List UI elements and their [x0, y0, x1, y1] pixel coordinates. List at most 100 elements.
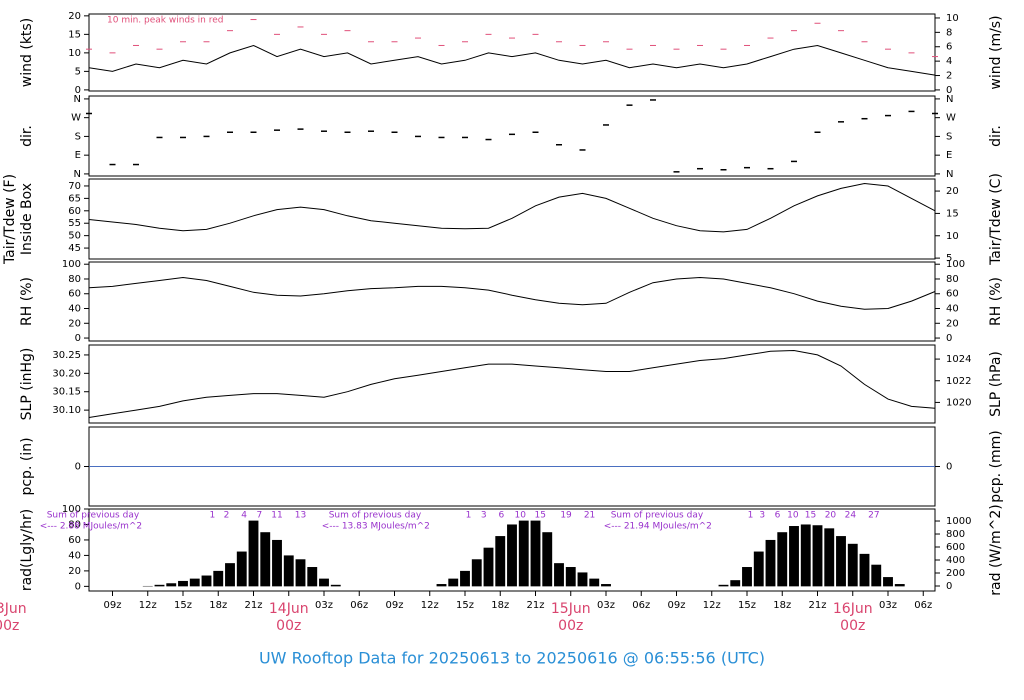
- y2-axis-label: RH (%): [988, 277, 1004, 326]
- bar: [518, 520, 529, 587]
- x-tick-label: 06z: [632, 600, 650, 611]
- bar: [836, 536, 846, 587]
- y-tick-label: 100: [62, 259, 81, 270]
- x-tick-label: 15z: [456, 600, 474, 611]
- daily-sum-note: <--- 2.88 MJoules/m^2: [40, 522, 142, 532]
- series-line: [88, 349, 936, 418]
- bar: [295, 559, 306, 587]
- y2-tick-label: 20: [946, 318, 959, 329]
- bar: [272, 539, 282, 587]
- hour-mark: 15: [805, 511, 816, 521]
- hour-mark: 24: [845, 511, 857, 521]
- bar: [824, 528, 835, 587]
- y2-tick-label: S: [946, 131, 952, 142]
- panel-frame: [88, 508, 936, 592]
- day-hour-label: 00z: [840, 618, 865, 634]
- bar: [871, 564, 882, 587]
- day-hour-label: 00z: [276, 618, 301, 634]
- bar: [460, 570, 470, 587]
- y2-tick-label: 400: [946, 555, 965, 566]
- hour-mark: 19: [560, 511, 572, 521]
- day-label: 15Jun: [551, 601, 591, 617]
- daily-sum-note: <--- 13.83 MJoules/m^2: [322, 522, 430, 532]
- y-tick-label: E: [75, 150, 81, 161]
- panel-frame: [88, 344, 936, 424]
- y-axis-label: Tair/Tdew (F): [2, 174, 18, 265]
- series-line: [88, 182, 936, 233]
- y2-tick-label: E: [946, 150, 952, 161]
- y2-tick-label: 200: [946, 568, 965, 579]
- bar: [225, 563, 235, 587]
- bar: [248, 520, 259, 587]
- y2-tick-label: 15: [946, 208, 959, 219]
- y-tick-label: 30.20: [52, 368, 81, 379]
- hour-mark: 15: [534, 511, 545, 521]
- hour-mark: 1: [748, 511, 754, 521]
- chart-title: UW Rooftop Data for 20250613 to 20250616…: [259, 649, 765, 668]
- y2-tick-label: 6: [946, 42, 952, 53]
- bar: [319, 578, 329, 587]
- annotation: 10 min. peak winds in red: [107, 16, 224, 26]
- daily-sum-note: Sum of previous day: [47, 511, 140, 521]
- y2-tick-label: 600: [946, 542, 965, 553]
- y2-tick-label: 4: [946, 56, 952, 67]
- bar: [577, 572, 588, 587]
- y2-tick-label: W: [946, 113, 956, 124]
- bar: [742, 567, 752, 587]
- y2-tick-label: 1022: [946, 376, 971, 387]
- bar: [189, 578, 200, 587]
- y2-tick-label: 10: [946, 13, 959, 24]
- bar: [178, 580, 188, 587]
- y2-axis-label: SLP (hPa): [988, 351, 1004, 417]
- y-tick-label: N: [74, 94, 81, 105]
- y2-tick-label: 20: [946, 186, 959, 197]
- panel-frame: [88, 261, 936, 342]
- bar: [789, 526, 799, 587]
- bar: [213, 570, 224, 587]
- panel-frame: [88, 178, 936, 260]
- y2-tick-label: 0: [946, 85, 952, 96]
- y-tick-label: 10: [68, 48, 81, 59]
- x-tick-label: 03z: [597, 600, 615, 611]
- hour-mark: 10: [787, 511, 799, 521]
- bar: [166, 583, 177, 587]
- y-axis-label: wind (kts): [19, 18, 35, 87]
- x-tick-label: 12z: [703, 600, 721, 611]
- bar: [530, 520, 541, 587]
- hour-mark: 21: [584, 511, 595, 521]
- y-tick-label: 15: [68, 29, 81, 40]
- x-tick-label: 21z: [809, 600, 827, 611]
- x-tick-label: 18z: [773, 600, 791, 611]
- bar: [307, 567, 318, 587]
- bar: [894, 584, 905, 587]
- bar: [283, 555, 294, 587]
- daily-sum-note: Sum of previous day: [611, 511, 704, 521]
- y-tick-label: N: [74, 169, 81, 180]
- panel-frame: [88, 95, 936, 177]
- y-tick-label: 45: [68, 243, 81, 254]
- series-line: [88, 276, 936, 310]
- daily-sum-note: Sum of previous day: [329, 511, 422, 521]
- y-axis-label: pcp. (in): [19, 437, 35, 495]
- day-label: 13Jun: [0, 601, 27, 617]
- y2-tick-label: N: [946, 94, 953, 105]
- panel-frame: [88, 13, 936, 92]
- bar: [859, 553, 870, 587]
- y2-tick-label: 8: [946, 27, 952, 38]
- x-tick-label: 09z: [104, 600, 122, 611]
- hour-mark: 11: [271, 511, 282, 521]
- y-tick-label: S: [75, 131, 81, 142]
- y-tick-label: 0: [75, 581, 81, 592]
- y2-tick-label: 800: [946, 529, 965, 540]
- y-tick-label: 5: [75, 66, 81, 77]
- y2-tick-label: 0: [946, 333, 952, 344]
- y-tick-label: 30.25: [52, 350, 81, 361]
- x-tick-label: 12z: [421, 600, 439, 611]
- bar: [495, 536, 506, 587]
- x-tick-label: 15z: [174, 600, 192, 611]
- bar: [777, 532, 788, 587]
- y2-tick-label: 10: [946, 231, 959, 242]
- y-tick-label: 55: [68, 218, 81, 229]
- hour-mark: 1: [210, 511, 216, 521]
- y2-tick-label: 80: [946, 274, 959, 285]
